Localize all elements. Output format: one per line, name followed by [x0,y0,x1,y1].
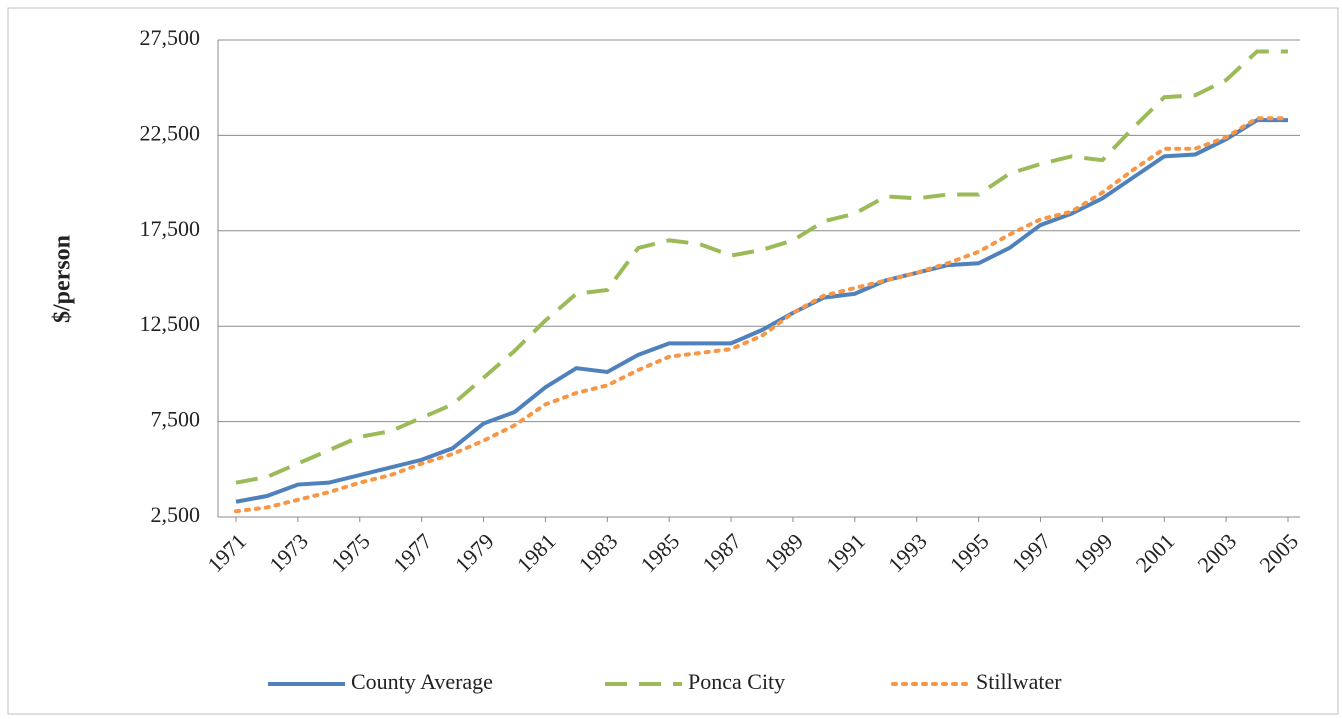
legend-label: Stillwater [976,669,1062,694]
legend-label: Ponca City [688,669,785,694]
series-line [234,116,1290,514]
y-tick-label: 2,500 [151,502,201,527]
series-line [235,118,1288,504]
y-tick-label: 27,500 [140,25,201,50]
y-tick-label: 22,500 [140,120,201,145]
y-tick-label: 17,500 [140,216,201,241]
chart-frame [7,7,1339,715]
y-axis-label: $/person [50,235,76,323]
y-tick-label: 7,500 [151,407,201,432]
series-line [235,49,1288,485]
legend-label: County Average [351,669,493,694]
y-tick-label: 12,500 [140,311,201,336]
